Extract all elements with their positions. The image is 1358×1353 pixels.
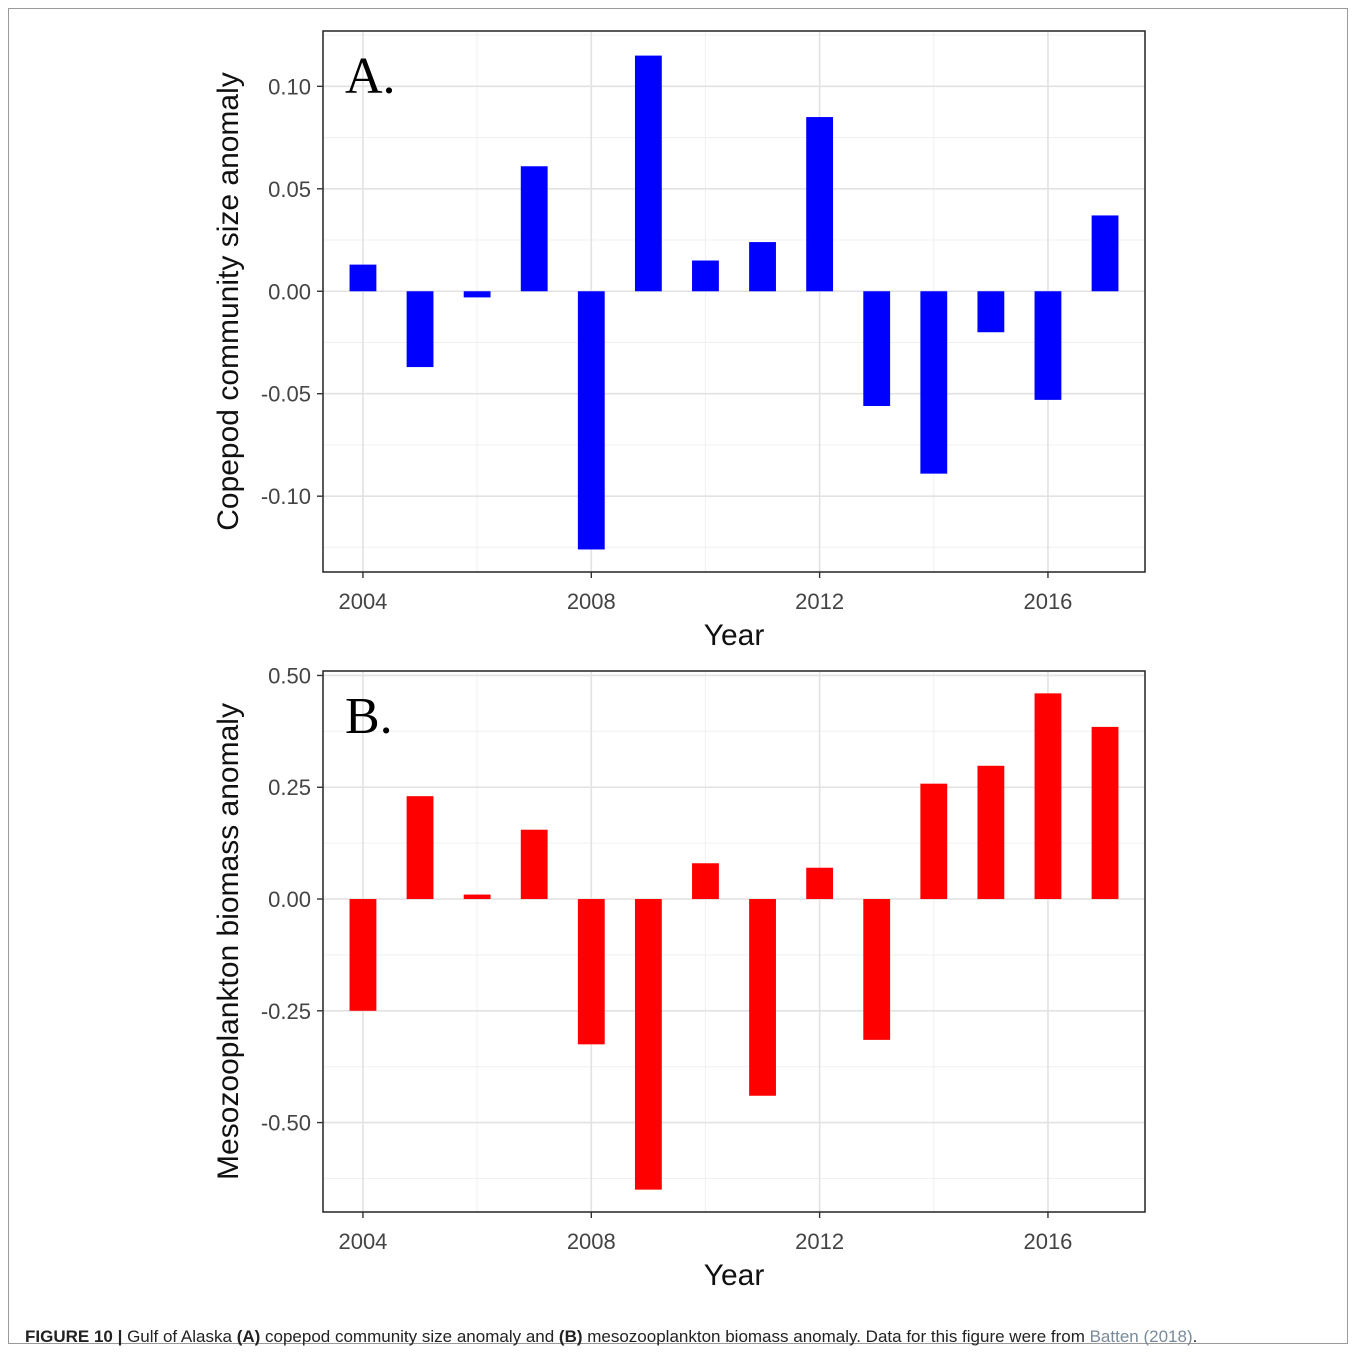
figure-frame — [8, 8, 1348, 1344]
y-axis-title: Copepod community size anomaly — [212, 72, 245, 531]
bar-2017 — [1091, 726, 1119, 900]
bar-2007 — [520, 166, 548, 292]
y-axis-title: Mesozooplankton biomass anomaly — [212, 703, 245, 1180]
bar-2014 — [920, 783, 948, 900]
y-tick-label: 0.05 — [268, 177, 311, 202]
bar-2009 — [634, 55, 662, 292]
x-tick-label: 2004 — [338, 1229, 387, 1254]
figure-charts: A. 0.10 0.05 0.00 -0.05 -0.10 2004 2008 2012 2016… — [212, 30, 1146, 1292]
caption-text-3: mesozooplankton biomass anomaly. Data fo… — [582, 1327, 1090, 1346]
bar-2007 — [520, 829, 548, 900]
plot-border — [322, 30, 1146, 573]
y-tick-label: -0.05 — [261, 382, 311, 407]
y-tick-label: 0.50 — [268, 663, 311, 688]
bar-2014 — [920, 291, 948, 474]
bar-2008 — [577, 291, 605, 550]
y-tick-label: 0.25 — [268, 775, 311, 800]
bar-2006 — [463, 894, 491, 900]
panel-a-copepod-chart: A. 0.10 0.05 0.00 -0.05 -0.10 2004 2008 2012 2016… — [212, 30, 1146, 652]
x-tick-label: 2008 — [567, 589, 616, 614]
caption-text-2: copepod community size anomaly and — [260, 1327, 559, 1346]
y-tick-label: -0.25 — [261, 999, 311, 1024]
panel-b-mesozooplankton-chart: B. 0.50 0.25 0.00 -0.25 -0.50 2004 2008 2012 2016… — [212, 663, 1146, 1292]
x-tick-label: 2012 — [795, 589, 844, 614]
bar-2006 — [463, 291, 491, 298]
bar-2015 — [977, 765, 1005, 900]
x-tick-label: 2016 — [1023, 589, 1072, 614]
bar-2005 — [406, 291, 434, 368]
x-tick-label: 2012 — [795, 1229, 844, 1254]
panel-label: B. — [345, 688, 393, 745]
caption-text-1: Gulf of Alaska — [122, 1327, 237, 1346]
figure-caption: FIGURE 10 | Gulf of Alaska (A) copepod c… — [25, 1327, 1197, 1347]
y-tick-label: -0.50 — [261, 1111, 311, 1136]
caption-figure-label: FIGURE 10 | — [25, 1327, 123, 1346]
plot-border — [322, 670, 1146, 1213]
bar-2004 — [349, 264, 377, 292]
caption-bold-a: (A) — [236, 1327, 261, 1346]
plot-background — [323, 31, 1145, 572]
bar-2010 — [692, 863, 719, 900]
bar-2011 — [749, 899, 776, 1096]
y-tick-label: 0.00 — [268, 887, 311, 912]
bar-2004 — [349, 899, 377, 1011]
panel-label: A. — [345, 48, 396, 105]
plot-background — [323, 671, 1145, 1212]
caption-bold-b: (B) — [558, 1327, 583, 1346]
bar-2013 — [863, 291, 891, 407]
x-tick-label: 2004 — [338, 589, 387, 614]
bar-2016 — [1034, 291, 1062, 400]
bar-2008 — [577, 899, 605, 1045]
bar-2010 — [692, 260, 719, 292]
bar-2011 — [749, 242, 776, 292]
caption-citation-link[interactable]: Batten (2018) — [1089, 1327, 1193, 1346]
bar-2016 — [1034, 693, 1062, 900]
bar-2015 — [977, 291, 1005, 333]
bar-2017 — [1091, 215, 1119, 292]
bar-2009 — [634, 899, 662, 1190]
y-tick-label: 0.00 — [268, 279, 311, 304]
caption-text-4: . — [1192, 1327, 1198, 1346]
y-tick-label: 0.10 — [268, 74, 311, 99]
x-tick-label: 2016 — [1023, 1229, 1072, 1254]
x-axis-title: Year — [704, 619, 765, 652]
bar-2013 — [863, 899, 891, 1040]
x-axis-title: Year — [704, 1259, 765, 1292]
bar-2012 — [806, 867, 834, 900]
x-tick-label: 2008 — [567, 1229, 616, 1254]
y-tick-label: -0.10 — [261, 484, 311, 509]
bar-2005 — [406, 796, 434, 900]
bar-2012 — [806, 117, 834, 292]
